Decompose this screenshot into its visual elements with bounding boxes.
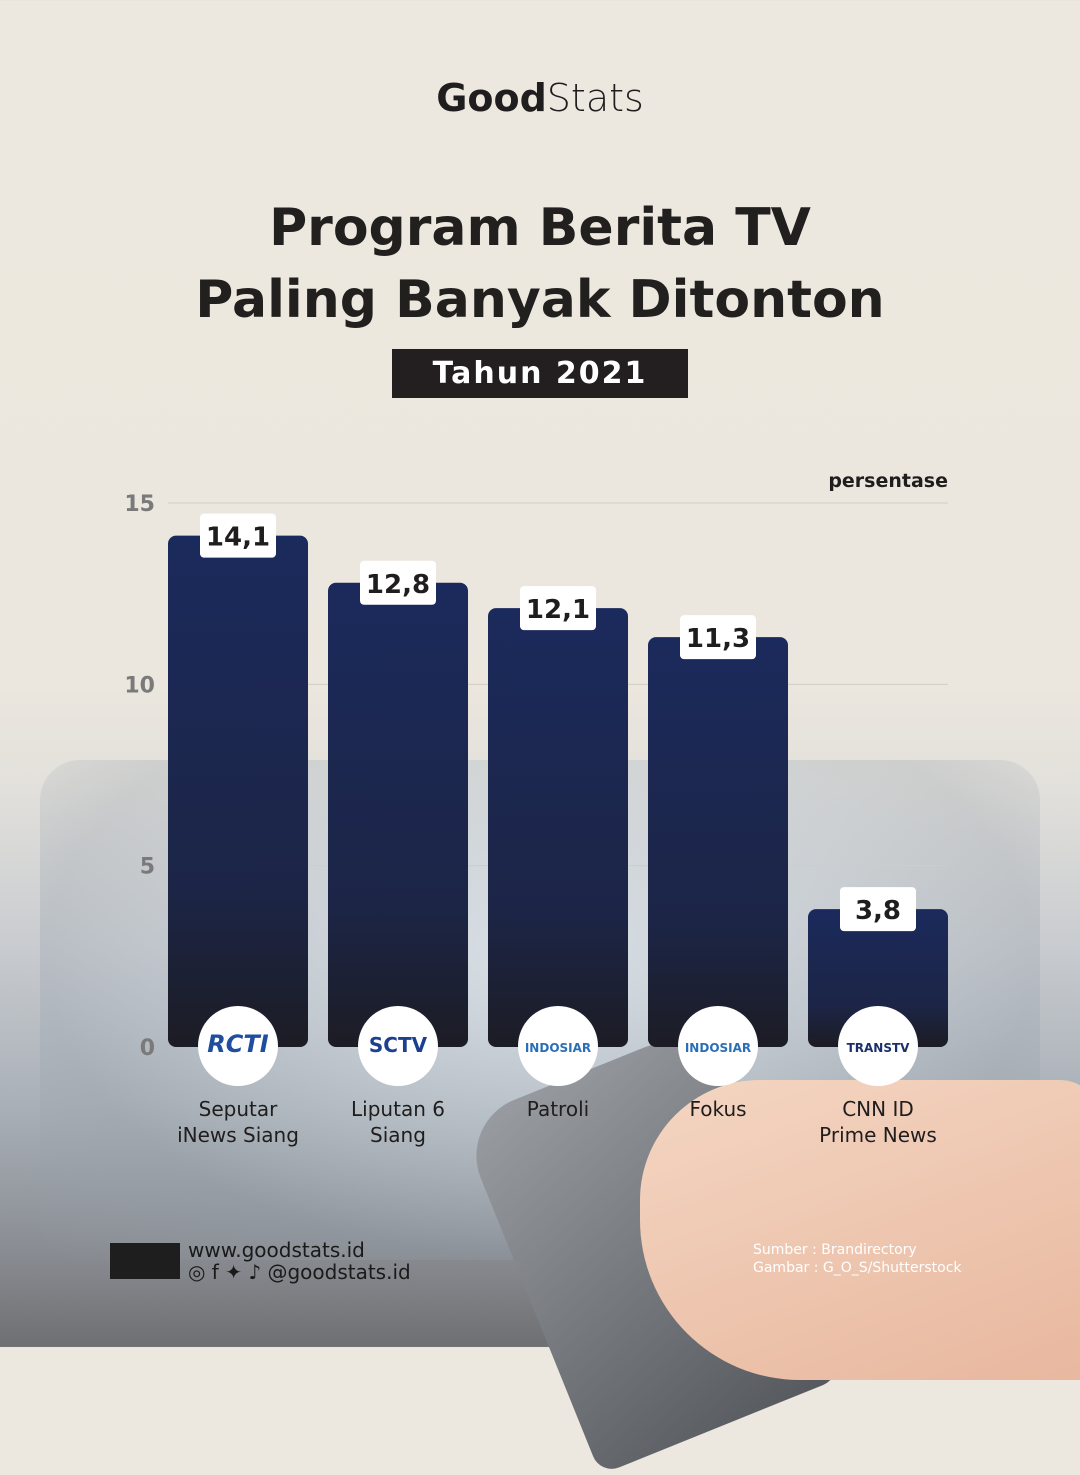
social-handle[interactable]: ◎ f ✦ ♪ @goodstats.id <box>188 1260 411 1284</box>
bar <box>648 637 788 1047</box>
bar <box>168 535 308 1047</box>
channel-logo-text: INDOSIAR <box>685 1041 751 1055</box>
category-label: CNN ID <box>842 1097 914 1121</box>
channel-logo-text: INDOSIAR <box>525 1041 591 1055</box>
channel-logo <box>198 1006 278 1086</box>
value-label-box <box>360 560 436 605</box>
y-tick-label: 5 <box>140 855 155 880</box>
channel-logo <box>518 1006 598 1086</box>
bar <box>488 608 628 1047</box>
category-label: Patroli <box>527 1097 589 1121</box>
channel-logo <box>838 1006 918 1086</box>
category-label: iNews Siang <box>177 1123 299 1147</box>
value-label-box <box>680 615 756 660</box>
chart-title: Program Berita TV Paling Banyak Ditonton <box>195 198 885 330</box>
channel-logo <box>678 1006 758 1086</box>
source-credit: Sumber : Brandirectory Gambar : G_O_S/Shu… <box>753 1242 962 1276</box>
y-tick-label: 0 <box>140 1036 155 1061</box>
website-link[interactable]: www.goodstats.id <box>188 1238 365 1262</box>
value-label-box <box>200 513 276 558</box>
bar <box>328 582 468 1047</box>
value-label: 12,1 <box>526 595 590 625</box>
category-label: Siang <box>370 1123 426 1147</box>
channel-logo-text: RCTI <box>207 1030 268 1058</box>
value-label-box <box>520 586 596 631</box>
value-label: 11,3 <box>686 624 750 654</box>
value-label: 12,8 <box>366 570 430 600</box>
category-label: Prime News <box>819 1123 937 1147</box>
category-label: Fokus <box>689 1097 746 1121</box>
channel-logo <box>358 1006 438 1086</box>
channel-logo-text: SCTV <box>369 1033 428 1057</box>
y-tick-label: 15 <box>124 492 155 517</box>
channel-logo-text: TRANSTV <box>847 1041 911 1055</box>
social-icons: ◎ f ✦ ♪ <box>188 1260 268 1284</box>
value-label-box <box>840 887 916 932</box>
chart-subtitle: Tahun 2021 <box>392 349 688 398</box>
y-axis-label: persentase <box>828 470 948 492</box>
y-tick-label: 10 <box>124 673 155 698</box>
value-label: 14,1 <box>206 523 270 553</box>
category-label: Seputar <box>199 1097 278 1121</box>
hand-image <box>640 1080 1080 1380</box>
footer-block <box>110 1243 180 1279</box>
bar <box>808 909 948 1047</box>
goodstats-logo: GoodStats <box>436 76 644 120</box>
category-label: Liputan 6 <box>351 1097 445 1121</box>
value-label: 3,8 <box>855 896 901 926</box>
